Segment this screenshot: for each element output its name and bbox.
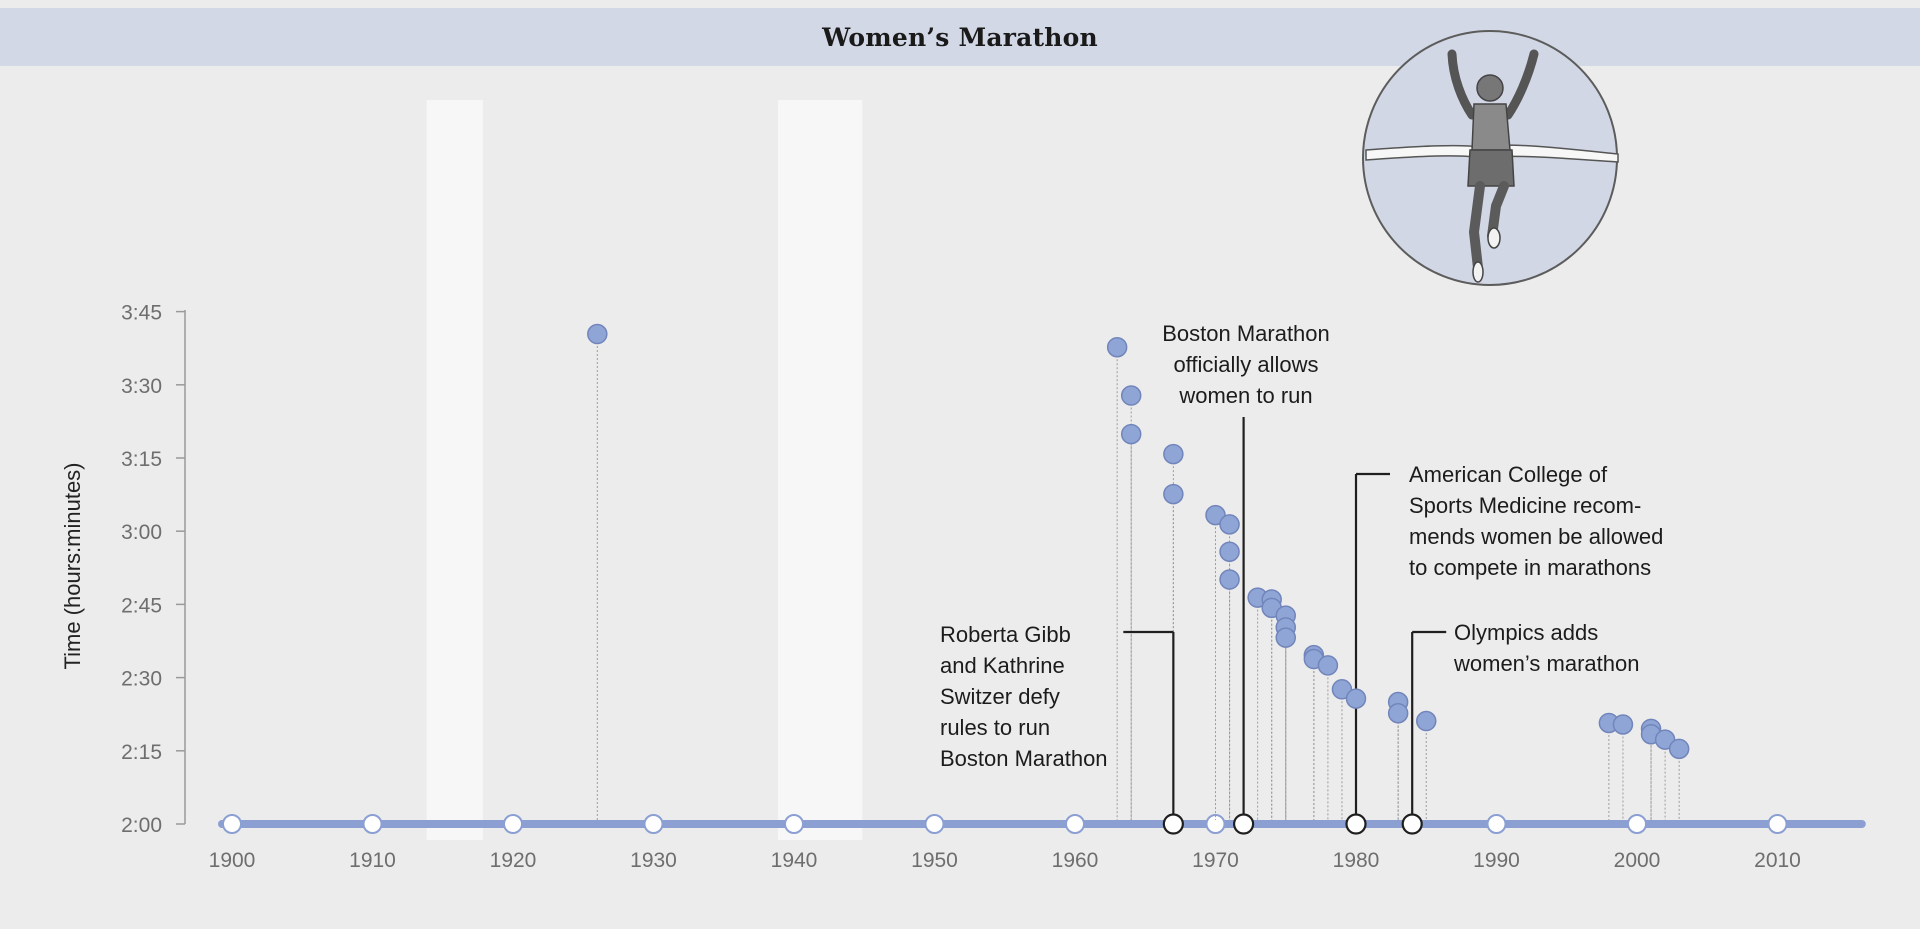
milestone-3: American College of Sports Medicine recom… bbox=[1345, 462, 1663, 835]
x-tick-label: 1960 bbox=[1052, 849, 1099, 872]
milestone-marker bbox=[1232, 813, 1255, 835]
title-bar: Women’s Marathon bbox=[0, 8, 1920, 66]
y-tick-label: 3:30 bbox=[121, 375, 162, 398]
war-period-band-2 bbox=[777, 100, 863, 840]
x-tick-marker bbox=[924, 814, 945, 834]
y-axis-title: Time (hours:minutes) bbox=[60, 462, 85, 669]
milestone-2: Boston Marathon officially allows women to… bbox=[1162, 321, 1330, 835]
x-tick-label: 1950 bbox=[911, 849, 958, 872]
data-point bbox=[587, 323, 608, 345]
milestone-label-line: Boston Marathon bbox=[1162, 321, 1330, 346]
x-tick-label: 1900 bbox=[209, 849, 256, 872]
milestone-label-line: Roberta Gibb bbox=[940, 622, 1071, 647]
shaded-periods bbox=[426, 100, 863, 840]
data-point bbox=[1163, 483, 1184, 505]
milestone-label-line: Switzer defy bbox=[940, 684, 1060, 709]
milestone-label-line: officially allows bbox=[1173, 352, 1318, 377]
x-tick-marker bbox=[1205, 814, 1226, 834]
war-period-band-1 bbox=[426, 100, 483, 840]
data-point bbox=[1219, 541, 1240, 562]
x-tick-marker bbox=[1486, 814, 1507, 834]
data-point bbox=[1205, 504, 1226, 526]
milestone-label-line: American College of bbox=[1409, 462, 1608, 487]
y-tick-label: 2:00 bbox=[121, 814, 162, 837]
data-point bbox=[1317, 655, 1339, 676]
x-tick-label: 1910 bbox=[349, 849, 396, 872]
x-tick-marker bbox=[1065, 814, 1085, 834]
x-tick-marker bbox=[784, 814, 804, 834]
x-tick-label: 1930 bbox=[630, 849, 677, 872]
axes bbox=[176, 310, 1866, 834]
x-tick-marker bbox=[503, 814, 523, 834]
data-point bbox=[1219, 569, 1240, 590]
x-tick-marker bbox=[222, 814, 242, 834]
y-tick-label: 3:15 bbox=[121, 448, 162, 471]
milestone-label-line: Sports Medicine recom- bbox=[1409, 493, 1641, 518]
x-tick-marker bbox=[1767, 814, 1788, 834]
x-tick-label: 2000 bbox=[1614, 849, 1661, 872]
data-point bbox=[1120, 423, 1142, 445]
x-tick-label: 1970 bbox=[1192, 849, 1239, 872]
y-tick-label: 3:00 bbox=[121, 521, 162, 544]
x-tick-label: 2010 bbox=[1754, 849, 1801, 872]
milestone-label-line: women’s marathon bbox=[1453, 651, 1639, 676]
data-point bbox=[1331, 679, 1353, 700]
data-points bbox=[587, 323, 1690, 760]
x-tick-marker bbox=[643, 814, 664, 834]
milestone-marker bbox=[1162, 813, 1184, 835]
milestone-label-line: to compete in marathons bbox=[1409, 555, 1651, 580]
milestone-marker bbox=[1345, 813, 1367, 835]
milestone-label-line: women to run bbox=[1178, 383, 1312, 408]
y-tick-label: 2:45 bbox=[121, 594, 162, 617]
data-point bbox=[1106, 336, 1128, 358]
data-point bbox=[1387, 702, 1409, 724]
data-point bbox=[1416, 710, 1437, 732]
milestone-marker bbox=[1401, 813, 1423, 835]
milestone-label-line: Boston Marathon bbox=[940, 746, 1108, 771]
data-point bbox=[1345, 688, 1367, 709]
data-point bbox=[1654, 729, 1676, 750]
data-point bbox=[1275, 627, 1296, 648]
milestone-4: Olympics adds women’s marathon bbox=[1401, 620, 1639, 835]
milestone-1: Roberta Gibb and Kathrine Switzer defy rule… bbox=[940, 622, 1184, 835]
data-point bbox=[1163, 443, 1184, 465]
axis-labels: 2:00 2:15 2:30 2:45 3:00 3:15 3:30 3:45 1900 1910… bbox=[60, 302, 1801, 872]
y-tick-label: 3:45 bbox=[121, 302, 162, 325]
milestones: Roberta Gibb and Kathrine Switzer defy rule… bbox=[940, 321, 1663, 835]
x-tick-marker bbox=[1627, 814, 1647, 834]
milestone-label-line: and Kathrine bbox=[940, 653, 1065, 678]
y-tick-label: 2:30 bbox=[121, 668, 162, 691]
data-point bbox=[1219, 514, 1240, 535]
x-tick-label: 1940 bbox=[771, 849, 818, 872]
milestone-label-line: rules to run bbox=[940, 715, 1050, 740]
y-tick-label: 2:15 bbox=[121, 741, 162, 764]
x-tick-label: 1920 bbox=[490, 849, 537, 872]
runner-crossing-finish-line-icon bbox=[1362, 30, 1619, 286]
data-point bbox=[1612, 714, 1634, 735]
x-tick-label: 1990 bbox=[1473, 849, 1520, 872]
data-point bbox=[1668, 738, 1690, 760]
x-tick-label: 1980 bbox=[1333, 849, 1380, 872]
page-title: Women’s Marathon bbox=[822, 22, 1098, 52]
milestone-label-line: Olympics adds bbox=[1454, 620, 1598, 645]
x-tick-marker bbox=[362, 814, 383, 834]
data-point bbox=[1120, 385, 1142, 406]
milestone-label-line: mends women be allowed bbox=[1409, 524, 1663, 549]
